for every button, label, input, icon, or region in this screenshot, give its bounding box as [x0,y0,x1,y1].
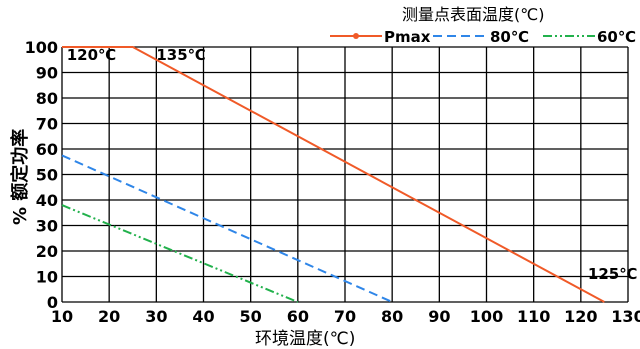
y-tick-label: 50 [36,166,58,185]
legend-label: 80℃ [490,28,529,46]
legend-label: 60℃ [597,28,636,46]
x-tick-label: 70 [334,307,356,326]
y-tick-label: 30 [36,217,58,236]
x-axis-label: 环境温度(℃) [255,329,355,349]
x-tick-label: 110 [517,307,550,326]
x-tick-label: 60 [287,307,309,326]
y-axis-label: % 额定功率 [9,129,31,225]
annotation-label: 120℃ [67,46,116,64]
y-tick-label: 60 [36,140,58,159]
y-tick-label: 90 [36,64,58,83]
x-tick-label: 40 [192,307,214,326]
series-line-Pmax [62,46,605,303]
x-tick-label: 20 [98,307,120,326]
x-tick-label: 120 [564,307,597,326]
y-tick-label: 20 [36,242,58,261]
x-tick-label: 10 [51,307,73,326]
tick-labels: 10 20 30 40 50 60 70 80 90 100 110 120 1300102030405… [25,38,640,326]
x-tick-label: 100 [470,307,503,326]
x-tick-label: 50 [240,307,262,326]
legend-label: Pmax [384,28,431,46]
y-tick-label: 40 [36,191,58,210]
grid [61,46,629,303]
x-tick-label: 80 [381,307,403,326]
legend: 测量点表面温度(℃) Pmax 80℃ 60℃ [330,5,636,46]
x-tick-label: 130 [611,307,640,326]
legend-marker [353,33,359,39]
series-lines [61,46,605,303]
series-line-60 [61,204,299,303]
y-tick-label: 80 [36,89,58,108]
x-tick-label: 30 [145,307,167,326]
y-tick-label: 100 [25,38,58,57]
annotation-label: 135℃ [156,46,205,64]
series-line-80 [61,154,393,303]
annotations: 120℃ 135℃ 125℃ [67,46,638,283]
legend-title: 测量点表面温度(℃) [402,5,544,24]
legend-items: Pmax 80℃ 60℃ [330,28,636,46]
y-tick-label: 70 [36,115,58,134]
x-tick-label: 90 [428,307,450,326]
y-tick-label: 0 [47,293,58,312]
y-tick-label: 10 [36,268,58,287]
annotation-label: 125℃ [588,265,637,283]
